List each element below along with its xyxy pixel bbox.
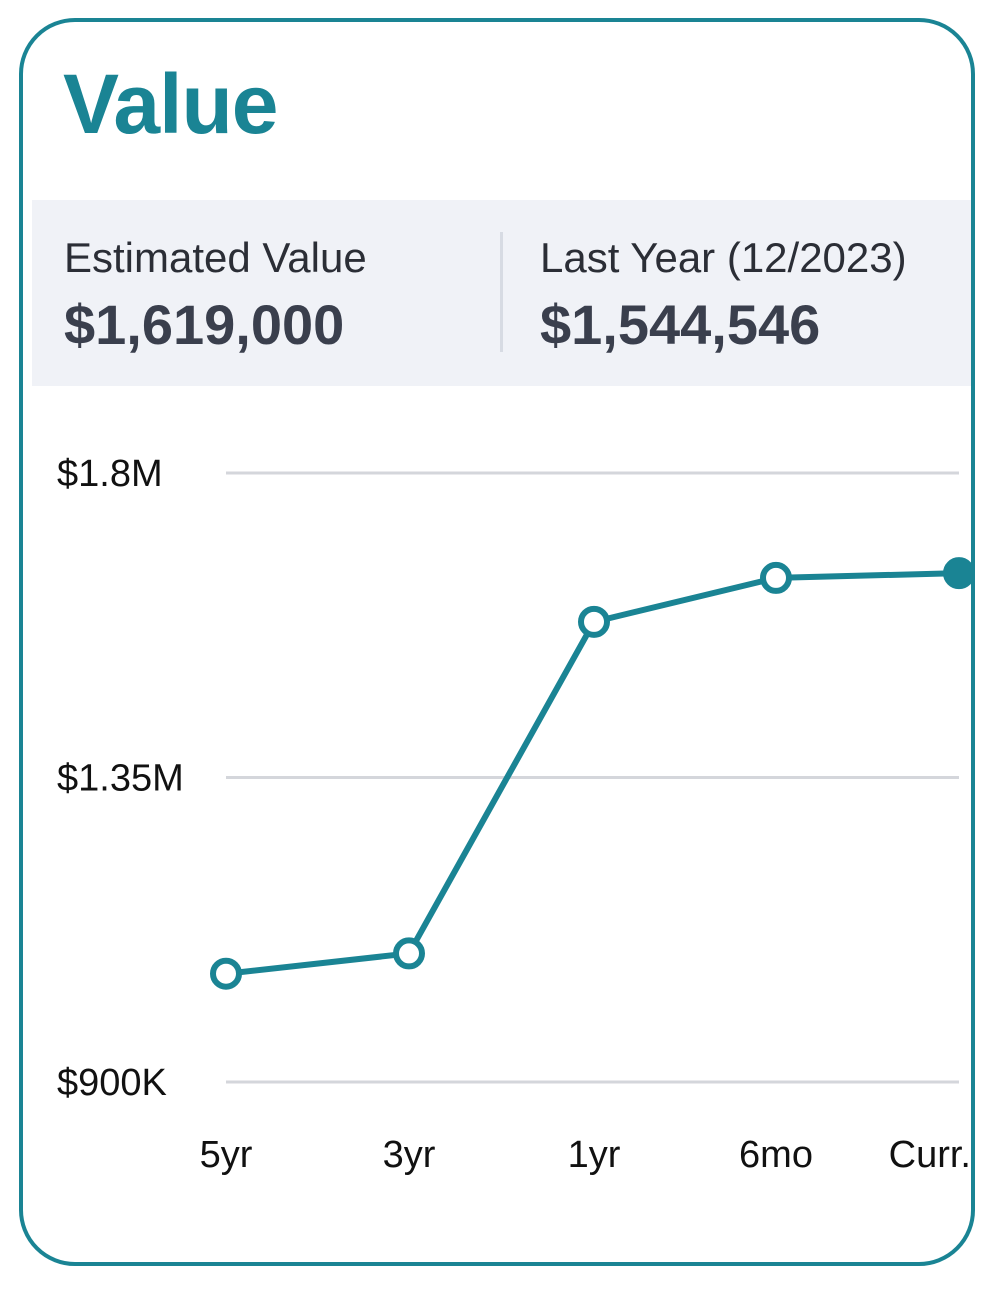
- value-history-chart: $1.8M $1.35M $900K 5yr 3yr 1yr 6mo Curr.: [57, 453, 974, 1176]
- y-tick-label: $1.35M: [57, 758, 184, 800]
- summary-divider: [500, 232, 503, 352]
- card-title: Value: [63, 57, 278, 151]
- current-value-point[interactable]: [943, 557, 974, 590]
- data-point[interactable]: [578, 605, 610, 638]
- chart-points: [210, 557, 974, 990]
- x-tick-label: 6mo: [739, 1134, 813, 1176]
- last-year-amount: $1,544,546: [540, 293, 821, 356]
- data-point[interactable]: [760, 561, 792, 594]
- chart-x-axis: 5yr 3yr 1yr 6mo Curr.: [200, 1134, 971, 1176]
- y-tick-label: $1.8M: [57, 453, 163, 495]
- estimated-value-block: Estimated Value $1,619,000: [64, 200, 484, 386]
- last-year-label: Last Year (12/2023): [540, 234, 907, 281]
- estimated-value-label: Estimated Value: [64, 234, 367, 281]
- chart-gridlines: [226, 471, 959, 1084]
- data-point[interactable]: [393, 937, 425, 970]
- chart-y-axis: $1.8M $1.35M $900K: [57, 453, 184, 1104]
- value-card: Value Estimated Value $1,619,000 Last Ye…: [19, 18, 975, 1266]
- last-year-value-block: Last Year (12/2023) $1,544,546: [540, 200, 970, 386]
- y-tick-label: $900K: [57, 1062, 167, 1104]
- data-point[interactable]: [210, 957, 242, 990]
- x-tick-label: Curr.: [889, 1134, 971, 1176]
- x-tick-label: 5yr: [200, 1134, 253, 1176]
- x-tick-label: 1yr: [568, 1134, 621, 1176]
- value-summary: Estimated Value $1,619,000 Last Year (12…: [32, 200, 971, 386]
- estimated-value-amount: $1,619,000: [64, 293, 345, 356]
- x-tick-label: 3yr: [383, 1134, 436, 1176]
